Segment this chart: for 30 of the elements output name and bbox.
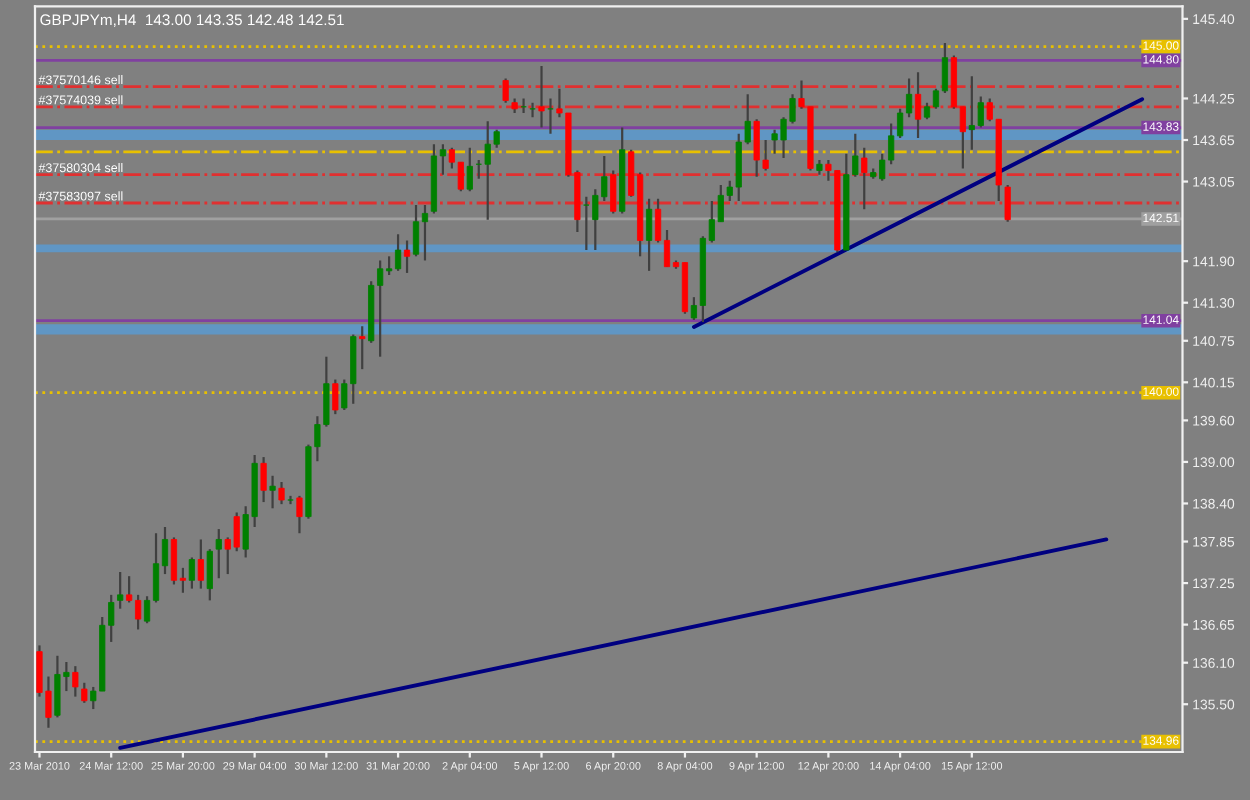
candlestick [403, 239, 411, 275]
candlestick [538, 64, 545, 129]
candlestick [269, 474, 276, 510]
candlestick [81, 681, 88, 704]
candlestick [645, 197, 653, 272]
candlestick [215, 527, 222, 580]
candlestick [134, 593, 142, 631]
candlestick [502, 77, 509, 104]
candlestick [359, 325, 366, 371]
candlestick [296, 494, 303, 535]
candlestick [466, 146, 473, 193]
candlestick [1004, 183, 1011, 223]
candlestick [287, 494, 294, 506]
candlestick [547, 97, 554, 135]
candlestick [278, 480, 285, 506]
candlestick [421, 203, 429, 262]
candlestick [861, 146, 868, 211]
candlestick [117, 570, 124, 610]
candlestick [412, 203, 420, 258]
candlestick [206, 548, 213, 602]
candlestick [914, 71, 922, 140]
candlestick [529, 101, 536, 119]
candlestick [197, 538, 204, 590]
candlestick [610, 169, 617, 215]
candlestick [170, 536, 178, 586]
candlestick [188, 556, 195, 590]
candlestick [394, 233, 402, 272]
candlestick [260, 455, 267, 504]
candlestick [332, 378, 339, 416]
candlestick [72, 665, 79, 698]
